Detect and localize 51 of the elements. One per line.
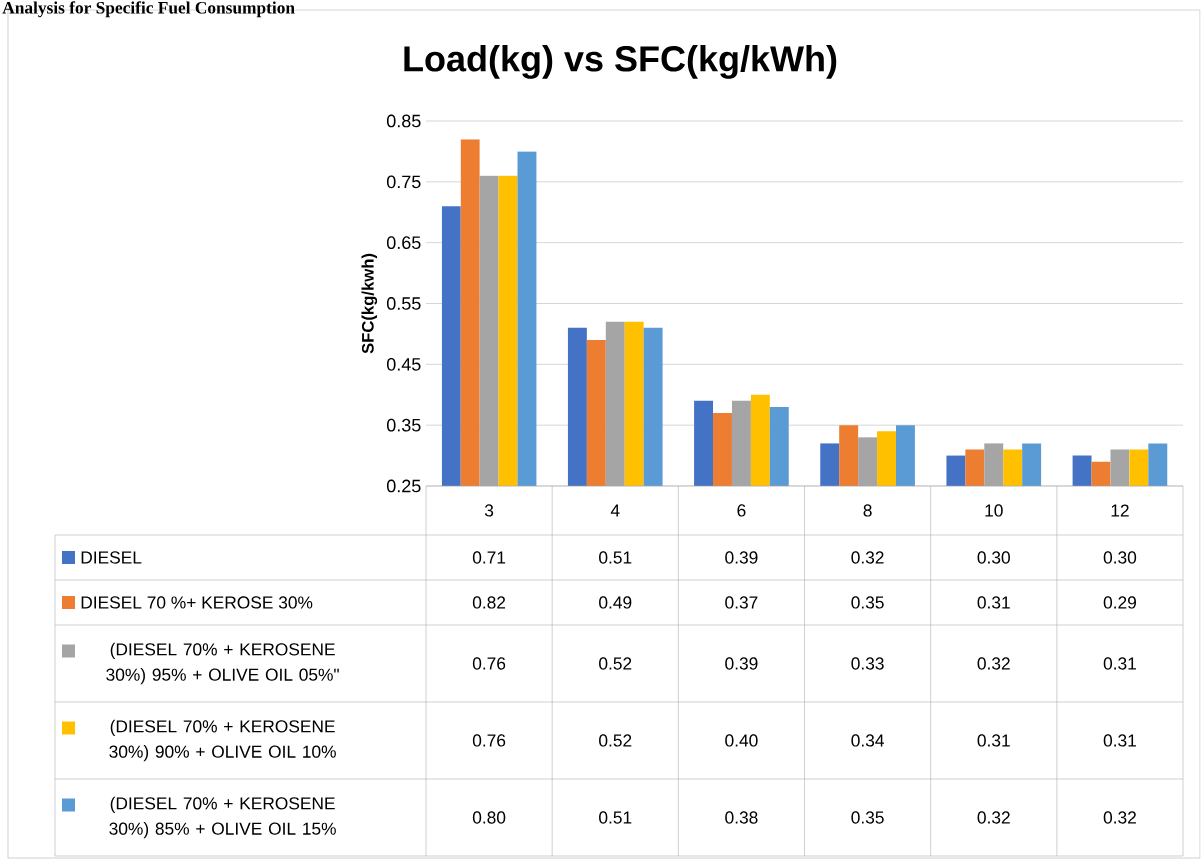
chart-title: Load(kg) vs SFC(kg/kWh) <box>404 45 837 79</box>
data-label: 0.38 <box>725 811 758 824</box>
data-label: 0.31 <box>977 596 1010 609</box>
legend-label: DIESEL 70 %+ KEROSE 30% <box>81 596 313 609</box>
data-label: 0.34 <box>851 734 884 747</box>
data-label: 0.51 <box>599 551 632 564</box>
y-tick-label: 0.45 <box>386 357 421 371</box>
legend-label: (DIESEL 70% + KEROSENE 30%) 95% + OLIVE OIL 05%" <box>106 642 339 685</box>
y-tick-label: 0.65 <box>386 236 421 250</box>
legend-label: DIESEL <box>81 551 142 564</box>
data-label: 0.51 <box>599 811 632 824</box>
y-tick-label: 0.35 <box>386 418 421 432</box>
data-label: 0.82 <box>472 596 506 609</box>
data-label: 0.76 <box>472 734 506 747</box>
x-tick-label: 12 <box>1111 504 1129 517</box>
data-label: 0.32 <box>977 811 1010 824</box>
data-label: 0.35 <box>851 811 884 824</box>
data-label: 0.33 <box>851 657 884 670</box>
x-tick-label: 8 <box>863 504 872 517</box>
data-label: 0.31 <box>977 734 1010 747</box>
data-label: 0.52 <box>599 657 632 670</box>
x-tick-label: 10 <box>985 504 1003 517</box>
y-tick-label: 0.75 <box>386 175 421 189</box>
data-label: 0.49 <box>599 596 632 609</box>
data-label: 0.52 <box>599 734 632 747</box>
legend-label: (DIESEL 70% + KEROSENE 30%) 90% + OLIVE OIL 10% <box>109 719 336 762</box>
data-label: 0.32 <box>1103 811 1136 824</box>
y-tick-label: 0.25 <box>386 479 421 493</box>
data-label: 0.31 <box>1103 657 1136 670</box>
data-label: 0.30 <box>977 551 1010 564</box>
data-label: 0.71 <box>472 551 506 564</box>
data-label: 0.40 <box>725 734 758 747</box>
x-tick-label: 3 <box>484 504 494 517</box>
y-axis-title: SFC(kg/kwh) <box>361 253 378 354</box>
data-label: 0.76 <box>472 657 506 670</box>
data-label: 0.30 <box>1103 551 1137 564</box>
legend-label: (DIESEL 70% + KEROSENE 30%) 85% + OLIVE OIL 15% <box>109 796 336 839</box>
data-label: 0.31 <box>1103 734 1136 747</box>
data-label: 0.32 <box>977 657 1010 670</box>
data-label: 0.32 <box>851 551 884 564</box>
x-tick-label: 4 <box>610 504 620 517</box>
x-tick-label: 6 <box>737 504 746 517</box>
data-label: 0.39 <box>725 657 758 670</box>
data-label: 0.29 <box>1103 596 1136 609</box>
y-tick-label: 0.85 <box>386 114 421 128</box>
data-label: 0.39 <box>725 551 758 564</box>
y-tick-label: 0.55 <box>386 297 421 310</box>
data-label: 0.37 <box>725 596 758 609</box>
text: Analysis for Specific Fuel Consumption <box>2 1 295 18</box>
data-label: 0.80 <box>472 811 506 824</box>
data-label: 0.35 <box>851 596 884 609</box>
